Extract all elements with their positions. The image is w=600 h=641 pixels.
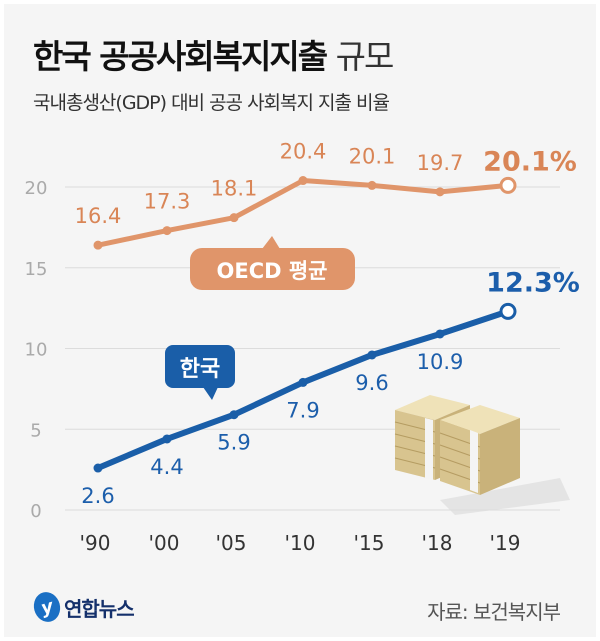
page-title: 한국 공공사회복지지출 규모 [33,30,395,78]
x-tick-label: '18 [422,531,453,555]
data-label: 16.4 [75,204,122,228]
y-tick-label: 20 [25,178,48,199]
y-tick-label: 15 [25,259,48,280]
x-tick-label: '10 [285,531,316,555]
data-label: 17.3 [144,190,191,214]
data-label: 19.7 [417,151,464,175]
data-label: 20.1% [483,146,577,177]
data-point [162,226,172,236]
x-tick-label: '05 [216,531,247,555]
legend-oecd: OECD 평균 [217,259,328,283]
callout-korea: 한국 [165,345,235,400]
data-label: 4.4 [150,455,183,479]
data-point [93,463,103,473]
data-point [298,377,308,387]
source-note: 자료: 보건복지부 [427,600,561,624]
subtitle: 국내총생산(GDP) 대비 공공 사회복지 지출 비율 [33,92,390,114]
data-label: 2.6 [81,484,114,508]
data-label: 9.6 [355,371,388,395]
data-point [367,350,377,360]
title-bold: 한국 공공사회복지지출 [33,37,328,76]
data-point [229,410,239,420]
data-label: 18.1 [211,177,258,201]
x-tick-label: '19 [490,531,521,555]
y-tick-label: 5 [30,420,41,441]
data-point-end [499,302,517,320]
data-point [93,240,103,250]
data-label: 10.9 [417,350,464,374]
data-point [435,187,445,197]
data-label: 20.4 [280,140,327,164]
data-point [367,180,377,190]
money-bundle [394,395,520,495]
data-label: 20.1 [349,144,396,168]
x-tick-label: '90 [80,531,111,555]
yonhap-logo: y 연합뉴스 [30,589,135,625]
data-point-end [499,176,517,194]
infographic-background [4,4,596,637]
data-point [229,213,239,223]
data-point [435,329,445,339]
data-label: 7.9 [286,398,319,422]
money-stack-illustration [394,395,570,515]
title-light: 규모 [335,37,395,76]
yonhap-globe-icon: y [30,589,64,625]
y-tick-label: 0 [30,501,41,522]
data-label: 12.3% [486,267,580,298]
x-tick-label: '15 [354,531,385,555]
y-tick-label: 10 [25,340,48,361]
legend-korea: 한국 [180,357,220,382]
data-point [162,434,172,444]
callout-oecd: OECD 평균 [190,236,355,290]
logo-text: 연합뉴스 [64,596,135,621]
data-label: 5.9 [217,431,250,455]
x-tick-label: '00 [149,531,180,555]
data-point [298,176,308,186]
